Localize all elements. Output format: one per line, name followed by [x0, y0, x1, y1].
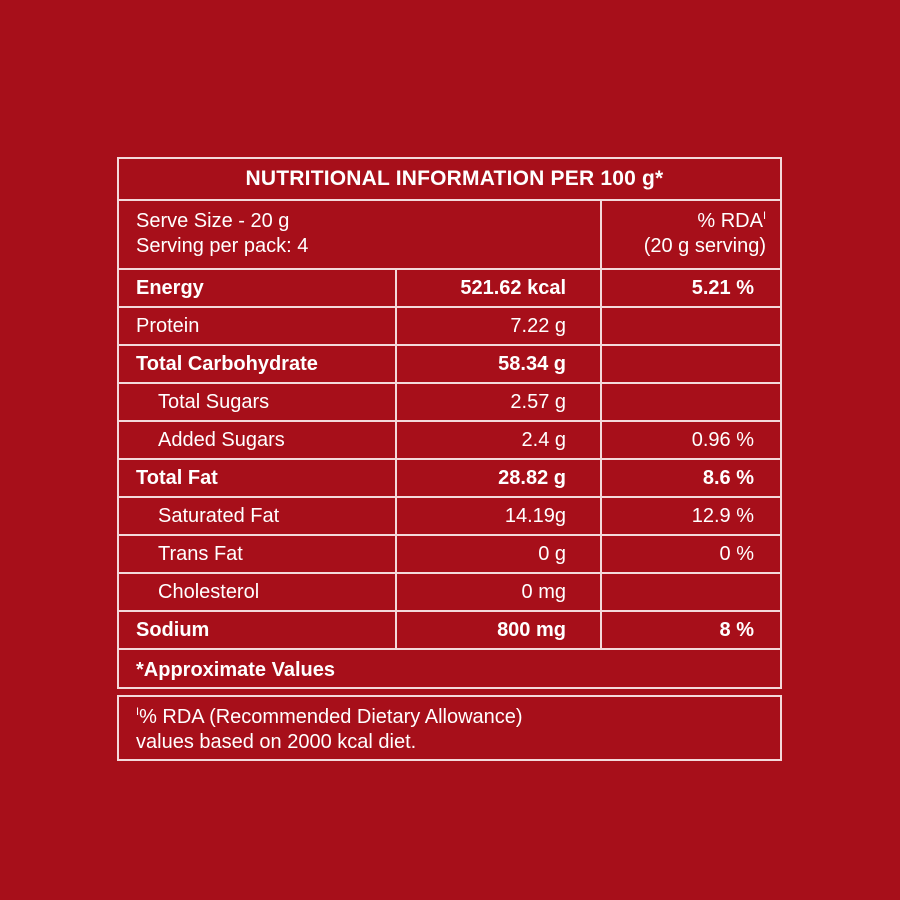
nutrient-name: Added Sugars	[119, 422, 397, 458]
nutrient-amount: 0 g	[397, 536, 602, 572]
nutrient-name: Total Carbohydrate	[119, 346, 397, 382]
nutrient-amount: 521.62 kcal	[397, 270, 602, 306]
rda-footnote: I% RDA (Recommended Dietary Allowance) v…	[117, 695, 782, 761]
nutrient-name: Saturated Fat	[119, 498, 397, 534]
nutrient-amount: 7.22 g	[397, 308, 602, 344]
nutrient-rda: 0.96 %	[691, 428, 754, 451]
nutrient-rda: 8.6 %	[702, 466, 754, 489]
nutrient-rda: 12.9 %	[691, 504, 754, 527]
table-row: Total Sugars 2.57 g	[119, 384, 780, 422]
nutrient-amount: 58.34 g	[397, 346, 602, 382]
nutrient-name: Sodium	[119, 612, 397, 648]
nutrient-name: Total Sugars	[119, 384, 397, 420]
nutrient-amount: 2.57 g	[397, 384, 602, 420]
table-row: Sodium 800 mg 8 %	[119, 612, 780, 650]
table-row: Saturated Fat 14.19g 12.9 %	[119, 498, 780, 536]
nutrient-amount: 0 mg	[397, 574, 602, 610]
nutrient-rda: 5.21 %	[691, 276, 754, 299]
rda-header-line: % RDAI	[602, 209, 766, 234]
approximate-values-note: *Approximate Values	[136, 658, 335, 681]
table-row: Protein 7.22 g	[119, 308, 780, 346]
nutrient-rda	[602, 384, 780, 420]
nutrient-amount: 2.4 g	[397, 422, 602, 458]
nutrient-rda	[602, 346, 780, 382]
table-row: Energy 521.62 kcal 5.21 %	[119, 270, 780, 308]
rda-serving: (20 g serving)	[643, 235, 766, 257]
rda-header-label: % RDA	[697, 210, 763, 232]
nutrient-amount: 800 mg	[397, 612, 602, 648]
rda-footnote-line2: values based on 2000 kcal diet.	[136, 731, 417, 753]
serving-info: Serve Size - 20 g Serving per pack: 4	[119, 201, 602, 268]
table-row: Total Fat 28.82 g 8.6 %	[119, 460, 780, 498]
nutrient-name: Energy	[119, 270, 397, 306]
rda-footnote-marker: I	[136, 706, 140, 718]
rda-footnote-line1: I% RDA (Recommended Dietary Allowance)	[136, 705, 780, 730]
table-row: Trans Fat 0 g 0 %	[119, 536, 780, 574]
table-title: NUTRITIONAL INFORMATION PER 100 g*	[119, 159, 780, 201]
rda-header: % RDAI (20 g serving)	[602, 201, 780, 268]
nutrient-name: Protein	[119, 308, 397, 344]
nutrient-name: Cholesterol	[119, 574, 397, 610]
nutrient-rda	[602, 308, 780, 344]
table-row: Total Carbohydrate 58.34 g	[119, 346, 780, 384]
nutrient-rda: 0 %	[719, 542, 754, 565]
nutrient-rows: Energy 521.62 kcal 5.21 % Protein 7.22 g Tota…	[119, 270, 780, 650]
serve-size: Serve Size - 20 g	[136, 210, 290, 232]
nutrient-amount: 28.82 g	[397, 460, 602, 496]
serving-info-row: Serve Size - 20 g Serving per pack: 4 % …	[119, 201, 780, 270]
nutrient-rda: 8 %	[719, 618, 754, 641]
serving-per-pack: Serving per pack: 4	[136, 235, 309, 257]
nutrient-name: Total Fat	[119, 460, 397, 496]
nutrient-amount: 14.19g	[397, 498, 602, 534]
table-row: Cholesterol 0 mg	[119, 574, 780, 612]
rda-footnote-text: % RDA (Recommended Dietary Allowance)	[139, 706, 523, 728]
table-row: Added Sugars 2.4 g 0.96 %	[119, 422, 780, 460]
nutrient-name: Trans Fat	[119, 536, 397, 572]
nutrition-table: NUTRITIONAL INFORMATION PER 100 g* Serve…	[117, 157, 782, 689]
rda-header-marker: I	[762, 210, 766, 222]
nutrient-rda	[602, 574, 780, 610]
